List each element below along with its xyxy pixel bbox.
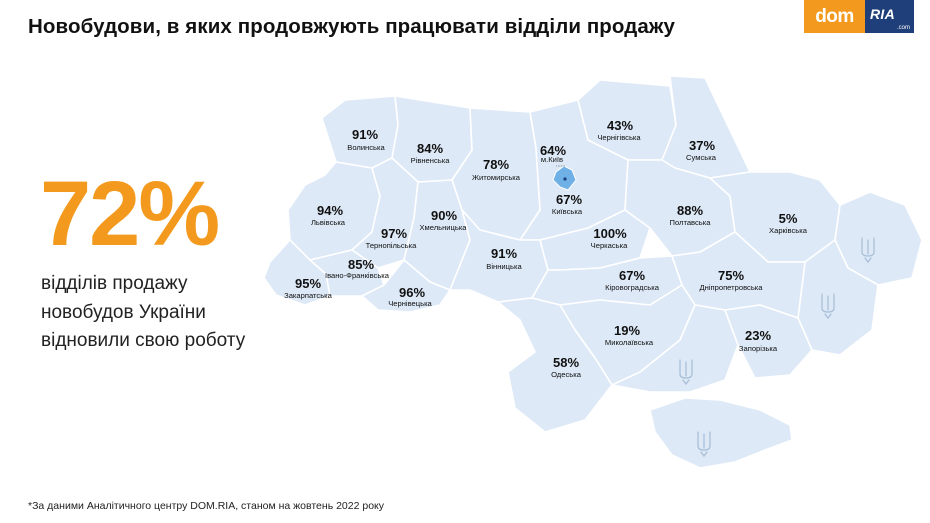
region-shape-odesa[interactable] bbox=[497, 297, 613, 433]
region-labels: 91%Волинська 84%Рівненська 78%Житомирськ… bbox=[284, 118, 808, 379]
region-dnipropetrovsk: 75%Дніпропетровська bbox=[699, 268, 763, 292]
region-shape-sumy[interactable] bbox=[661, 75, 751, 179]
trident-icon bbox=[697, 431, 711, 458]
region-name: Івано-Франківська bbox=[325, 271, 390, 280]
region-value: 96% bbox=[399, 285, 425, 300]
region-name: Вінницька bbox=[486, 262, 522, 271]
region-name: Чернівецька bbox=[388, 299, 432, 308]
region-value: 91% bbox=[491, 246, 517, 261]
region-value: 85% bbox=[348, 257, 374, 272]
summary-percentage: 72% bbox=[40, 163, 220, 265]
region-value: 37% bbox=[689, 138, 715, 153]
region-sumy: 37%Сумська bbox=[686, 138, 717, 162]
region-name: Полтавська bbox=[670, 218, 712, 227]
region-kyiv-city: 64%м.Київ bbox=[540, 143, 566, 164]
region-name: Львівська bbox=[311, 218, 346, 227]
region-poltava: 88%Полтавська bbox=[670, 203, 712, 227]
summary-line: новобудов України bbox=[41, 301, 206, 323]
region-shape-zaporizhzhia[interactable] bbox=[724, 304, 813, 379]
region-chernihiv: 43%Чернігівська bbox=[597, 118, 641, 142]
region-value: 97% bbox=[381, 226, 407, 241]
region-ivano-frankivsk: 85%Івано-Франківська bbox=[325, 257, 390, 280]
footnote: *За даними Аналітичного центру DOM.RIA, … bbox=[28, 500, 384, 512]
region-name: Житомирська bbox=[472, 173, 521, 182]
region-value: 5% bbox=[779, 211, 798, 226]
region-name: Чернігівська bbox=[597, 133, 641, 142]
trident-icon bbox=[679, 359, 693, 386]
region-name: Закарпатська bbox=[284, 291, 333, 300]
region-name: м.Київ bbox=[541, 155, 563, 164]
logo-ria-part: RIA .com bbox=[865, 0, 914, 33]
logo-dom-part: dom bbox=[804, 0, 865, 33]
region-value: 95% bbox=[295, 276, 321, 291]
trident-icon bbox=[861, 237, 875, 264]
region-value: 19% bbox=[614, 323, 640, 338]
region-kyiv: 67%Київська bbox=[552, 192, 583, 216]
region-value: 75% bbox=[718, 268, 744, 283]
region-odesa: 58%Одеська bbox=[551, 355, 582, 379]
region-name: Кіровоградська bbox=[605, 283, 660, 292]
region-value: 84% bbox=[417, 141, 443, 156]
region-rivne: 84%Рівненська bbox=[411, 141, 451, 165]
region-chernivtsi: 96%Чернівецька bbox=[388, 285, 432, 308]
region-value: 88% bbox=[677, 203, 703, 218]
kyiv-city-dot bbox=[563, 177, 567, 181]
region-mykolaiv: 19%Миколаївська bbox=[605, 323, 654, 347]
region-name: Харківська bbox=[769, 226, 808, 235]
region-name: Тернопільська bbox=[366, 241, 418, 250]
summary-line: відділів продажу bbox=[41, 273, 188, 294]
region-shape-ternopil[interactable] bbox=[351, 157, 419, 269]
kyiv-city bbox=[552, 165, 577, 191]
region-lviv: 94%Львівська bbox=[311, 203, 346, 227]
dom-ria-logo[interactable]: dom RIA .com bbox=[804, 0, 914, 33]
region-khmelnytskyi: 90%Хмельницька bbox=[419, 208, 467, 232]
region-vinnytsia: 91%Вінницька bbox=[486, 246, 522, 271]
trident-icon bbox=[821, 293, 835, 320]
region-value: 91% bbox=[352, 127, 378, 142]
region-name: Черкаська bbox=[591, 241, 628, 250]
region-volyn: 91%Волинська bbox=[347, 127, 385, 152]
logo-com-text: .com bbox=[896, 25, 910, 31]
logo-ria-text: RIA bbox=[870, 6, 896, 22]
region-value: 58% bbox=[553, 355, 579, 370]
summary-line: відновили свою роботу bbox=[41, 330, 246, 351]
region-name: Запорізька bbox=[739, 344, 778, 353]
region-value: 23% bbox=[745, 328, 771, 343]
region-shape-crimea[interactable] bbox=[649, 397, 793, 469]
trident-marks bbox=[679, 237, 875, 458]
region-shape-chernivtsi[interactable] bbox=[361, 259, 451, 313]
region-value: 64% bbox=[540, 143, 566, 158]
region-zaporizhzhia: 23%Запорізька bbox=[739, 328, 778, 353]
region-name: Рівненська bbox=[411, 156, 451, 165]
region-name: Сумська bbox=[686, 153, 717, 162]
region-kharkiv: 5%Харківська bbox=[769, 211, 808, 235]
region-zhytomyr: 78%Житомирська bbox=[472, 157, 521, 182]
page-title: Новобудови, в яких продовжують працювати… bbox=[28, 15, 676, 38]
regions-layer bbox=[263, 75, 923, 469]
region-value: 78% bbox=[483, 157, 509, 172]
region-kirovohrad: 67%Кіровоградська bbox=[605, 268, 660, 292]
region-value: 67% bbox=[619, 268, 645, 283]
region-value: 90% bbox=[431, 208, 457, 223]
region-name: Дніпропетровська bbox=[699, 283, 763, 292]
region-zakarpattia: 95%Закарпатська bbox=[284, 276, 333, 300]
region-name: Хмельницька bbox=[419, 223, 467, 232]
region-ternopil: 97%Тернопільська bbox=[366, 226, 418, 250]
region-value: 100% bbox=[593, 226, 627, 241]
region-name: Київська bbox=[552, 207, 583, 216]
summary-description: відділів продажу новобудов України відно… bbox=[41, 270, 245, 356]
region-value: 94% bbox=[317, 203, 343, 218]
region-cherkasy: 100%Черкаська bbox=[591, 226, 628, 250]
region-name: Миколаївська bbox=[605, 338, 654, 347]
region-value: 67% bbox=[556, 192, 582, 207]
region-value: 43% bbox=[607, 118, 633, 133]
region-name: Волинська bbox=[347, 143, 385, 152]
region-name: Одеська bbox=[551, 370, 582, 379]
